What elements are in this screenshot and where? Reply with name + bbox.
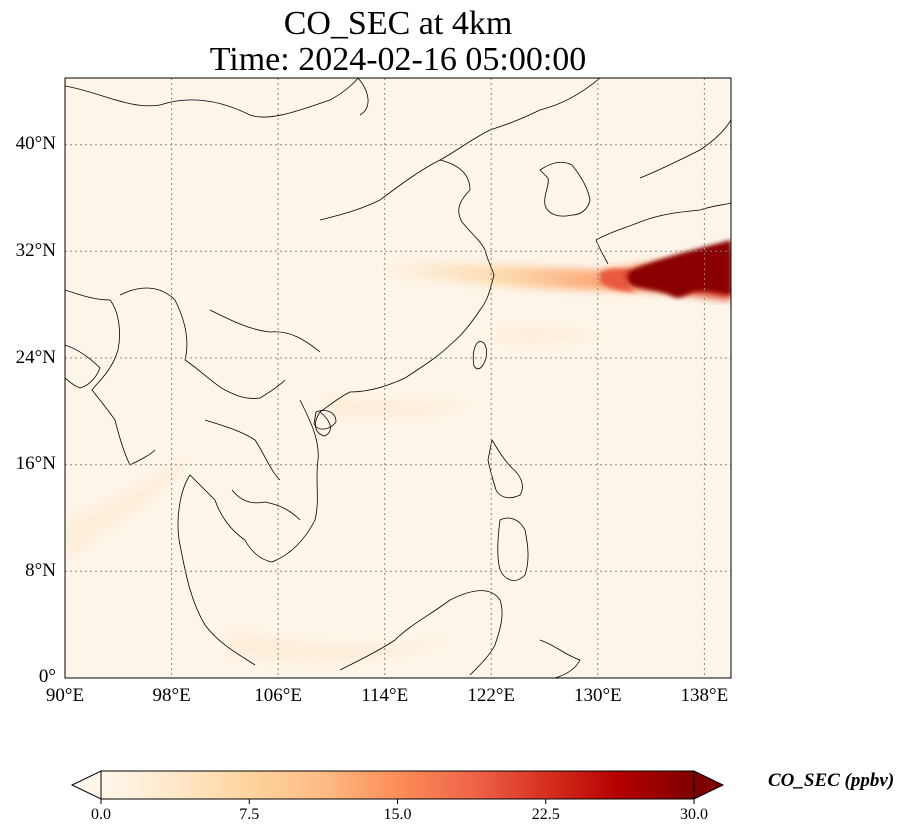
map-title-line2: Time: 2024-02-16 05:00:00 [209,41,587,78]
gridlines [65,78,731,678]
colorbar-tick-1: 7.5 [239,806,260,823]
colorbar-tick-0: 0.0 [91,806,111,823]
lon-tick-106e: 106°E [254,685,302,706]
colorbar-tick-3: 22.5 [531,806,560,823]
colorbar-label: CO_SEC (ppbv) [768,770,895,791]
lon-tick-130e: 130°E [573,685,622,706]
colorbar-extend-min [70,770,102,800]
lat-tick-16n: 16°N [15,453,56,474]
colorbar-extend-max [693,770,725,800]
co-haze [65,327,600,663]
lat-tick-40n: 40°N [15,133,56,154]
colorbar-tick-2: 15.0 [383,806,412,823]
colorbar-tick-4: 30.0 [680,806,708,823]
lon-tick-114e: 114°E [361,685,409,706]
map-frame [64,77,732,679]
lon-tick-138e: 138°E [680,685,729,706]
lat-tick-32n: 32°N [15,240,56,261]
colorbar-gradient [100,770,695,800]
lon-tick-122e: 122°E [467,685,516,706]
map-background [65,78,731,678]
lat-tick-8n: 8°N [25,560,56,581]
lon-tick-98e: 98°E [152,685,191,706]
map-title-line1: CO_SEC at 4km [283,5,513,42]
co-plume-edge [600,268,636,292]
lat-tick-24n: 24°N [15,347,56,368]
lat-tick-0: 0° [38,666,56,687]
lon-tick-90e: 90°E [45,685,85,706]
